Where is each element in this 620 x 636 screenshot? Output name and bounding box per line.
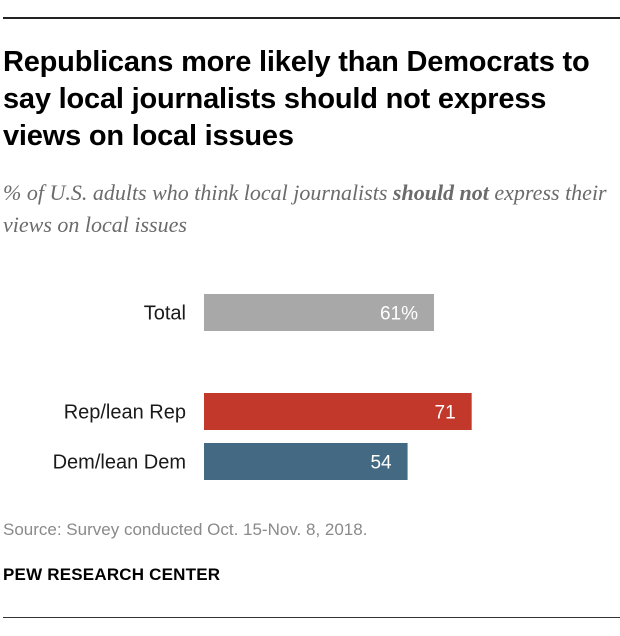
bar xyxy=(204,443,408,480)
bar xyxy=(204,393,472,430)
category-label: Total xyxy=(144,303,186,325)
subtitle-emphasis: should not xyxy=(392,180,489,205)
chart-subtitle: % of U.S. adults who think local journal… xyxy=(3,177,618,241)
subtitle-text-start: % of U.S. adults who think local journal… xyxy=(3,180,393,205)
organization-name: PEW RESEARCH CENTER xyxy=(3,565,221,584)
value-label: 54 xyxy=(370,453,392,474)
value-label: 71 xyxy=(435,403,456,424)
bar xyxy=(204,294,434,331)
source-note: Source: Survey conducted Oct. 15-Nov. 8,… xyxy=(3,520,368,539)
category-label: Dem/lean Dem xyxy=(53,452,186,474)
category-label: Rep/lean Rep xyxy=(64,402,186,424)
bar-chart: Total 61% Rep/lean Rep 71 Dem/lean Dem 54 xyxy=(53,294,472,480)
value-label: 61% xyxy=(380,304,418,325)
subtitle-text-end: express their views on local issues xyxy=(3,180,607,237)
top-rule xyxy=(3,17,620,19)
chart-title: Republicans more likely than Democrats t… xyxy=(3,46,590,152)
bottom-rule xyxy=(3,617,620,618)
